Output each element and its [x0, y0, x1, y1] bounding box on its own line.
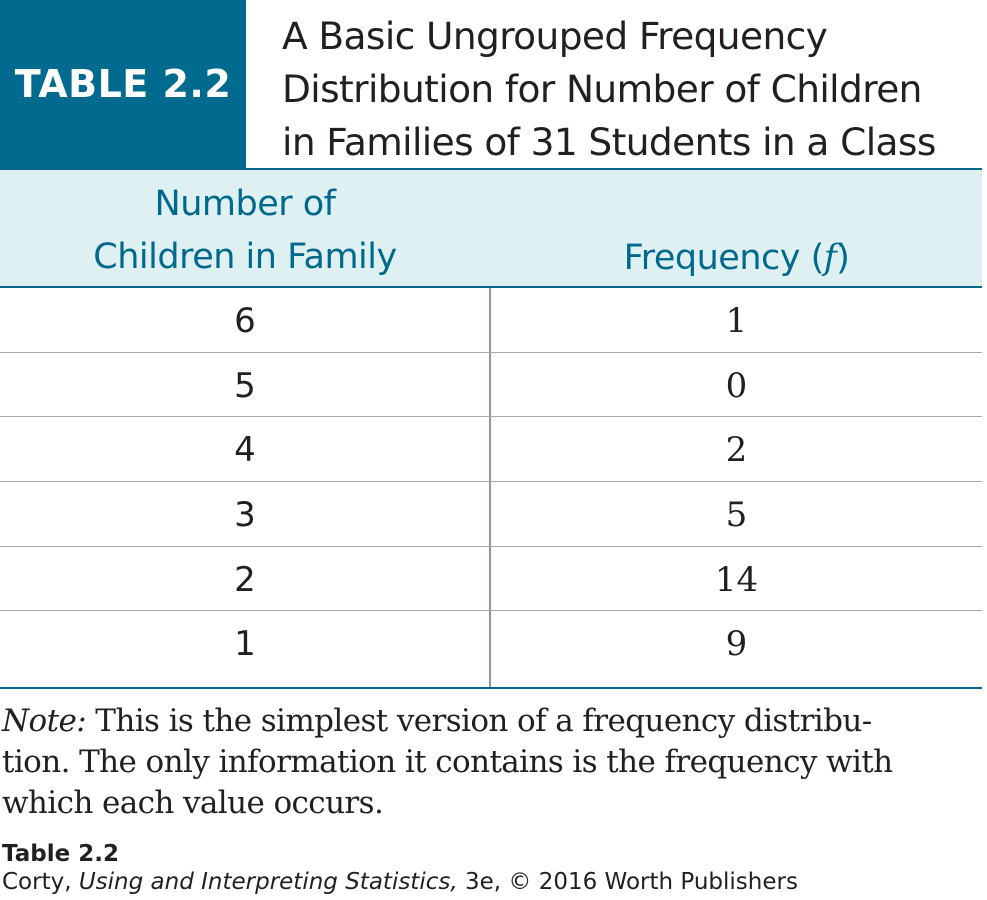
- table-row: 3 5: [0, 482, 982, 547]
- table-row: 1 9: [0, 611, 982, 690]
- frequency-cell: 5: [725, 495, 748, 536]
- caption-credit: Corty, Using and Interpreting Statistics…: [2, 868, 798, 896]
- table-number-label: TABLE 2.2: [14, 62, 232, 106]
- table-row: 2 14: [0, 547, 982, 612]
- caption-book-title: Using and Interpreting Statistics,: [78, 869, 458, 895]
- table-body: 6 1 5 0 4 2 3 5 2 14 1 9: [0, 288, 982, 690]
- frequency-cell: 2: [725, 430, 748, 471]
- children-cell: 6: [234, 301, 256, 341]
- table-number-badge: TABLE 2.2: [0, 0, 246, 168]
- table-note: Note: This is the simplest version of a …: [2, 701, 977, 824]
- column-divider: [489, 168, 491, 689]
- table-column-headers: Number of Children in Family Frequency (…: [0, 168, 982, 288]
- children-cell: 4: [234, 430, 256, 471]
- column-header-children: Number of Children in Family: [93, 184, 397, 277]
- table-row: 6 1: [0, 288, 982, 353]
- column-header-frequency: Frequency (f): [623, 238, 850, 278]
- frequency-cell: 1: [725, 301, 748, 341]
- caption-title: Table 2.2: [2, 841, 119, 867]
- caption-author: Corty,: [2, 869, 79, 895]
- frequency-cell: 9: [725, 624, 748, 665]
- children-cell: 5: [234, 365, 256, 406]
- children-cell: 2: [234, 559, 256, 600]
- frequency-cell: 0: [725, 365, 748, 406]
- frequency-table: Number of Children in Family Frequency (…: [0, 168, 982, 690]
- note-label: Note:: [2, 703, 87, 739]
- caption-edition: 3e, © 2016 Worth Publishers: [457, 869, 798, 895]
- table-row: 5 0: [0, 353, 982, 418]
- table-row: 4 2: [0, 417, 982, 483]
- frequency-cell: 14: [714, 559, 759, 600]
- table-title: A Basic Ungrouped Frequency Distribution…: [282, 10, 982, 169]
- table-header: TABLE 2.2 A Basic Ungrouped Frequency Di…: [0, 0, 987, 168]
- children-cell: 1: [234, 624, 256, 665]
- note-line-3: which each value occurs.: [2, 785, 384, 821]
- note-line-1: This is the simplest version of a freque…: [86, 703, 872, 739]
- table-title-line-1: A Basic Ungrouped Frequency: [282, 14, 828, 58]
- note-line-2: tion. The only information it contains i…: [2, 744, 893, 780]
- table-title-line-3: in Families of 31 Students in a Class: [282, 120, 936, 164]
- table-title-line-2: Distribution for Number of Children: [282, 67, 922, 111]
- children-cell: 3: [234, 495, 256, 536]
